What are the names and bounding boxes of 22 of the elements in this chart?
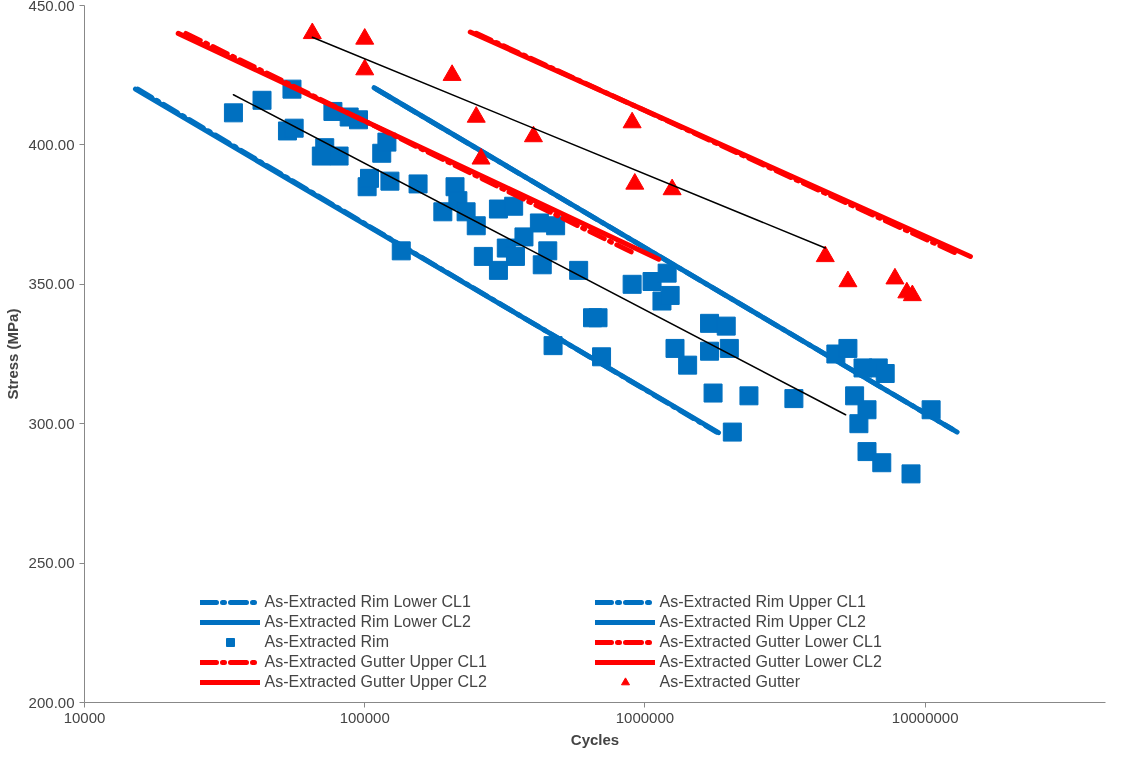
y-tick-label: 250.00: [28, 554, 75, 572]
legend-label: As-Extracted Rim: [264, 632, 390, 652]
legend-label: As-Extracted Rim Upper CL2: [659, 612, 867, 632]
legend-label: As-Extracted Gutter Lower CL1: [659, 632, 883, 652]
x-axis-title: Cycles: [570, 730, 620, 748]
legend-label: As-Extracted Gutter Upper CL2: [264, 672, 488, 692]
legend-label: As-Extracted Rim Lower CL2: [264, 612, 472, 632]
y-tick-label: 450.00: [28, 0, 75, 14]
y-tick-label: 400.00: [28, 135, 75, 153]
y-tick-label: 300.00: [28, 414, 75, 432]
legend-label: As-Extracted Rim Lower CL1: [264, 592, 472, 612]
legend-label: As-Extracted Rim Upper CL1: [659, 592, 867, 612]
legend-label: As-Extracted Gutter Upper CL1: [264, 652, 488, 672]
y-tick-label: 200.00: [28, 693, 75, 711]
x-tick-label: 100000: [339, 708, 390, 726]
x-tick-label: 1000000: [615, 708, 675, 726]
y-axis-title: Stress (MPa): [3, 308, 21, 400]
x-tick-label: 10000: [63, 708, 106, 726]
legend-label: As-Extracted Gutter Lower CL2: [659, 652, 883, 672]
y-tick-label: 350.00: [28, 275, 75, 293]
legend-label: As-Extracted Gutter: [659, 672, 801, 692]
x-tick-label: 10000000: [891, 708, 959, 726]
